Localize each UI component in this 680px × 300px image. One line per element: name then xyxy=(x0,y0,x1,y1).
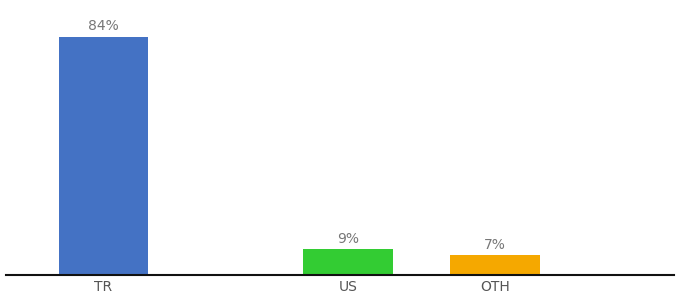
Text: 9%: 9% xyxy=(337,232,359,246)
Text: 84%: 84% xyxy=(88,19,119,33)
Bar xyxy=(58,37,148,275)
Bar xyxy=(303,249,393,275)
Text: 7%: 7% xyxy=(484,238,506,252)
Bar xyxy=(450,255,540,275)
